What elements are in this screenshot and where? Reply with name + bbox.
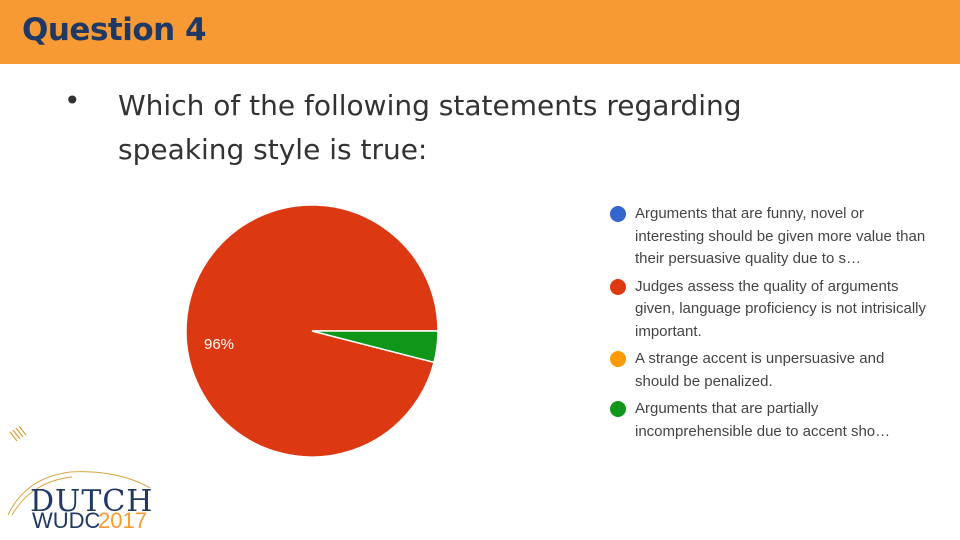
legend-color-dot-icon bbox=[610, 278, 626, 295]
legend-color-dot-icon bbox=[610, 401, 626, 417]
legend-color-dot-icon bbox=[610, 206, 626, 222]
legend-label: A strange accent is unpersuasive and sho… bbox=[635, 350, 885, 390]
slide-title: Question 4 bbox=[22, 12, 207, 48]
pie-slice-3 bbox=[311, 330, 439, 364]
legend-color-dot-icon bbox=[610, 351, 626, 367]
legend-label: Arguments that are partially incomprehen… bbox=[635, 400, 891, 440]
pie-data-label: 96% bbox=[204, 336, 234, 353]
logo-graphic-icon bbox=[7, 425, 151, 516]
logo-wudc-text: WUDC bbox=[32, 508, 101, 533]
legend-item: A strange accent is unpersuasive and sho… bbox=[610, 348, 930, 393]
legend-item: Arguments that are partially incomprehen… bbox=[610, 398, 930, 443]
logo-year-text: 2017 bbox=[98, 508, 147, 533]
question-text: Which of the following statements regard… bbox=[118, 89, 742, 166]
legend-label: Arguments that are funny, novel or inter… bbox=[635, 205, 926, 267]
bullet-marker: • bbox=[64, 84, 81, 117]
legend-label: Judges assess the quality of arguments g… bbox=[635, 277, 926, 340]
logo-dutch-text: DUTCH bbox=[30, 484, 154, 519]
chart-legend: Arguments that are funny, novel or inter… bbox=[610, 203, 930, 448]
dutch-wudc-2017-logo: DUTCH WUDC 2017 bbox=[0, 410, 160, 535]
legend-item: Judges assess the quality of arguments g… bbox=[610, 276, 930, 344]
legend-item: Arguments that are funny, novel or inter… bbox=[610, 203, 930, 271]
title-bar: Question 4 bbox=[0, 0, 960, 64]
